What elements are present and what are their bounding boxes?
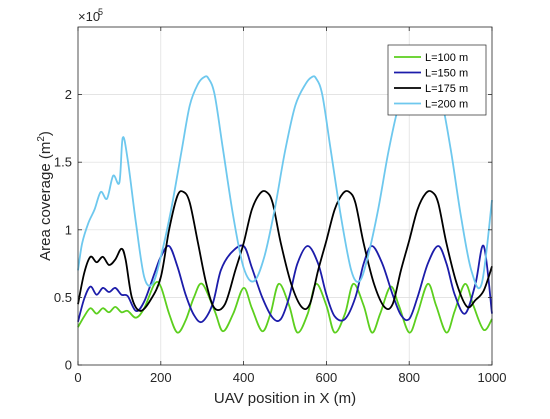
y-tick-label: 2 xyxy=(65,87,72,102)
series-line-2 xyxy=(77,244,493,324)
y-tick-label: 1.5 xyxy=(54,155,72,170)
x-tick-label: 600 xyxy=(316,370,338,385)
y-axis-label: Area coverage (m2) xyxy=(36,131,54,261)
y-tick-label: 0.5 xyxy=(54,290,72,305)
x-tick-label: 0 xyxy=(74,370,81,385)
y-axis-label-superscript: 2 xyxy=(36,136,47,142)
legend-label-3: L=175 m xyxy=(425,83,468,95)
x-tick-label: 200 xyxy=(150,370,172,385)
x-axis-label: UAV position in X (m) xyxy=(214,390,356,407)
y-axis-label-close: ) xyxy=(37,131,54,136)
legend-label-1: L=100 m xyxy=(425,52,468,64)
x-tick-label: 400 xyxy=(233,370,255,385)
x-tick-label: 1000 xyxy=(478,370,507,385)
series-line-3 xyxy=(77,190,493,312)
y-exponent-power: 5 xyxy=(98,7,103,17)
legend-label-4: L=200 m xyxy=(425,99,468,111)
plot-frame xyxy=(77,26,493,366)
x-tick-label: 800 xyxy=(398,370,420,385)
y-exponent-base: ×10 xyxy=(78,9,100,24)
legend-label-2: L=150 m xyxy=(425,68,468,80)
legend: L=100 m L=150 m L=175 m L=200 m xyxy=(387,44,487,116)
axis-ticks: 0 200 400 600 800 1000 0 0.5 1 1.5 2 xyxy=(54,27,507,385)
y-tick-label: 1 xyxy=(65,222,72,237)
y-axis-label-main: Area coverage (m xyxy=(37,142,54,261)
y-tick-label: 0 xyxy=(65,358,72,373)
